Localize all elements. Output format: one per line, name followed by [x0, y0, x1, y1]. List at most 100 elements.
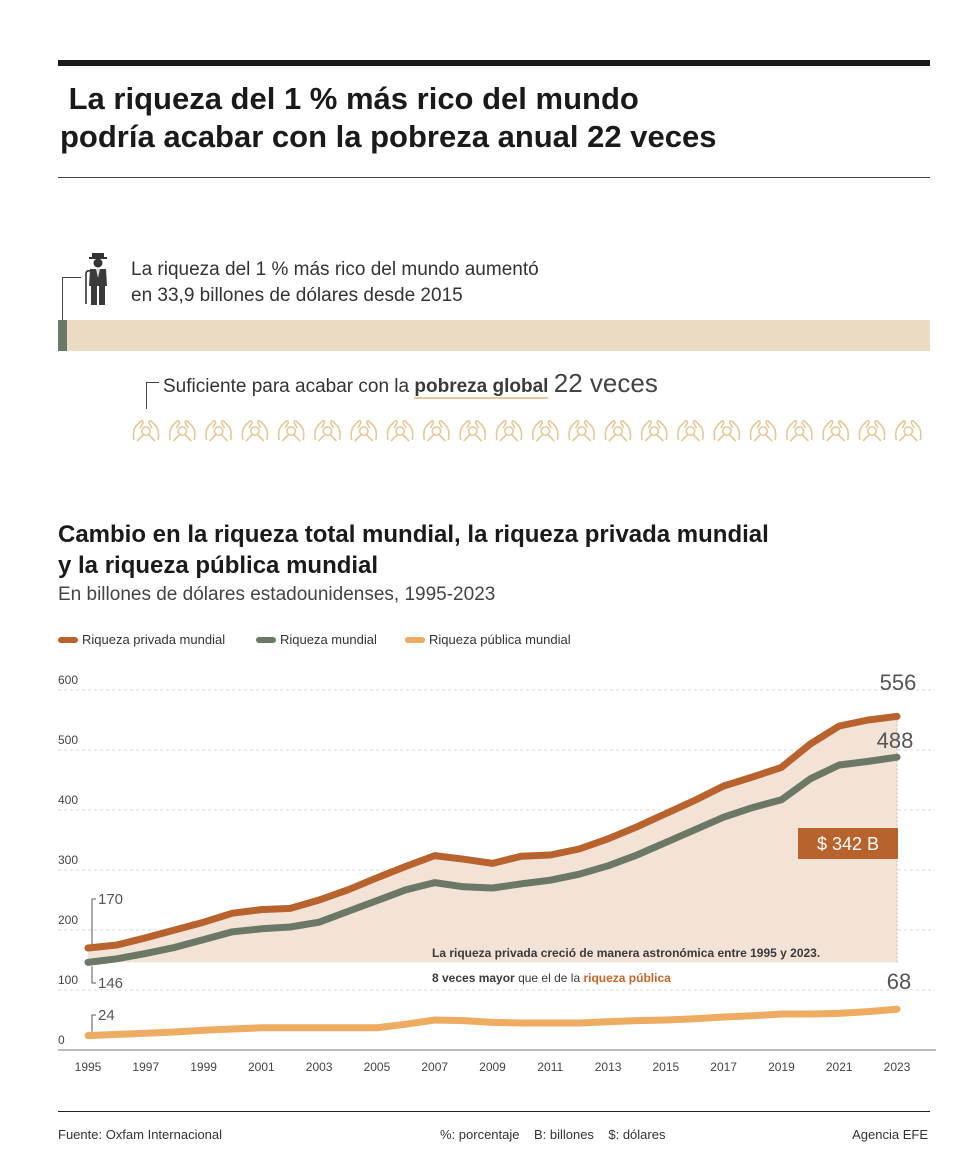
legend-swatch-world	[256, 636, 276, 643]
hands-icon-left	[786, 419, 798, 441]
hands-icon-wrist	[426, 433, 446, 442]
hands-icon-left	[677, 419, 689, 441]
hands-icon-wrist	[245, 433, 265, 442]
label-world-end: 488	[877, 728, 914, 753]
hands-icon-coin	[867, 426, 877, 436]
x-tick-label: 2019	[768, 1060, 795, 1074]
hands-icon-wrist	[753, 433, 773, 442]
hands-icon-wrist	[608, 433, 628, 442]
hands-icon-right	[220, 419, 232, 441]
hands-icon-left	[314, 419, 326, 441]
private-area	[88, 716, 897, 963]
intro-line-1: La riqueza del 1 % más rico del mundo au…	[131, 259, 539, 280]
hands-icon	[132, 419, 160, 442]
hands-icon-left	[423, 419, 435, 441]
label-public-end: 68	[887, 969, 911, 994]
chart-title-line-1: Cambio en la riqueza total mundial, la r…	[58, 521, 769, 548]
hands-icon	[677, 419, 704, 442]
hands-icon	[386, 419, 414, 442]
annotation-highlight: riqueza pública	[583, 971, 671, 985]
hands-icon-right	[620, 419, 632, 441]
footer-source: Fuente: Oxfam Internacional	[58, 1127, 223, 1142]
hands-icon-coin	[358, 426, 369, 436]
annotation-line-1: La riqueza privada creció de manera astr…	[432, 946, 820, 960]
intro-bracket	[62, 277, 81, 321]
series-line-world	[84, 753, 901, 966]
hands-icon-coin	[612, 426, 623, 436]
hands-icon-wrist	[789, 433, 809, 442]
hands-icon-left	[749, 419, 761, 441]
hands-icon-wrist	[209, 433, 229, 442]
hands-icon-right	[910, 419, 922, 441]
annotation-bold: 8 veces mayor	[432, 971, 515, 985]
hands-icon-left	[241, 419, 253, 441]
wealth-increase-bar	[58, 320, 67, 351]
page-title: La riqueza del 1 % más rico del mundo po…	[60, 80, 920, 156]
hands-icon-wrist	[572, 433, 592, 442]
y-tick-label: 100	[58, 973, 78, 987]
x-tick-label: 2015	[653, 1060, 680, 1074]
legend-label-private: Riqueza privada mundial	[82, 632, 226, 647]
hands-icon-right	[365, 419, 378, 441]
hands-icon-right	[692, 419, 704, 441]
hands-icon-right	[184, 419, 196, 441]
hands-icon	[350, 419, 378, 442]
hands-icon	[713, 419, 741, 442]
annotation-mid: que el de la	[515, 971, 584, 985]
hands-icon-wrist	[317, 433, 338, 442]
sufficient-prefix: Suficiente para acabar con la	[163, 376, 415, 397]
legend-swatch-public	[405, 636, 425, 643]
hands-icon-coin	[721, 426, 732, 436]
hands-icon-right	[148, 419, 160, 441]
hands-icon	[277, 419, 305, 442]
legend-item-world: Riqueza mundial	[256, 632, 377, 647]
x-tick-label: 1995	[75, 1060, 102, 1074]
series-line-public	[84, 1005, 901, 1040]
page-title-line-1: La riqueza del 1 % más rico del mundo	[60, 81, 639, 116]
hands-icon-left	[350, 419, 362, 441]
hands-icon-right	[438, 419, 450, 441]
hands-icon-right	[728, 419, 741, 441]
hands-icon-left	[132, 419, 144, 441]
hands-icon-right	[402, 419, 414, 441]
hands-icon-coin	[249, 426, 260, 436]
hands-icon-left	[894, 419, 907, 441]
hands-icon-coin	[177, 426, 188, 436]
hands-icon-coin	[649, 426, 660, 436]
hands-icon	[858, 419, 886, 442]
label-private-start-bracket	[91, 898, 96, 944]
label-world-start-text: 146	[98, 975, 123, 992]
footer-credit: Agencia EFE	[852, 1127, 928, 1142]
x-tick-label: 2023	[884, 1060, 911, 1074]
hands-icon-left	[168, 419, 181, 441]
y-tick-label: 0	[58, 1033, 65, 1047]
hands-icon	[822, 419, 850, 442]
legend-label-world: Riqueza mundial	[280, 632, 377, 647]
x-tick-label: 2009	[479, 1060, 506, 1074]
gap-label-box	[798, 828, 898, 859]
hands-icon-coin	[213, 426, 224, 436]
hands-icon-wrist	[463, 433, 483, 442]
hands-icon-left	[604, 419, 616, 441]
y-tick-label: 300	[58, 853, 78, 867]
chart-subtitle: En billones de dólares estadounidenses, …	[58, 584, 496, 605]
x-tick-label: 2001	[248, 1060, 275, 1074]
hands-icon-row	[132, 419, 922, 442]
x-tick-label: 1999	[190, 1060, 217, 1074]
hands-icon-wrist	[717, 433, 737, 442]
hands-icon-coin	[467, 426, 478, 436]
hands-icon-right	[547, 419, 559, 441]
label-world-start: 146	[91, 966, 123, 992]
hands-icon-wrist	[898, 433, 918, 442]
sufficient-bold: pobreza global	[414, 376, 549, 399]
hands-icon	[749, 419, 777, 442]
label-private-start-text: 170	[98, 891, 123, 908]
label-public-start-bracket	[91, 1014, 96, 1032]
x-tick-label: 2005	[364, 1060, 391, 1074]
hands-icon-right	[293, 419, 305, 441]
hands-icon	[168, 419, 196, 442]
gap-label-text: $ 342 B	[817, 834, 879, 854]
hands-icon-left	[386, 419, 398, 441]
hands-icon-right	[801, 419, 813, 441]
label-public-start-text: 24	[98, 1007, 115, 1024]
